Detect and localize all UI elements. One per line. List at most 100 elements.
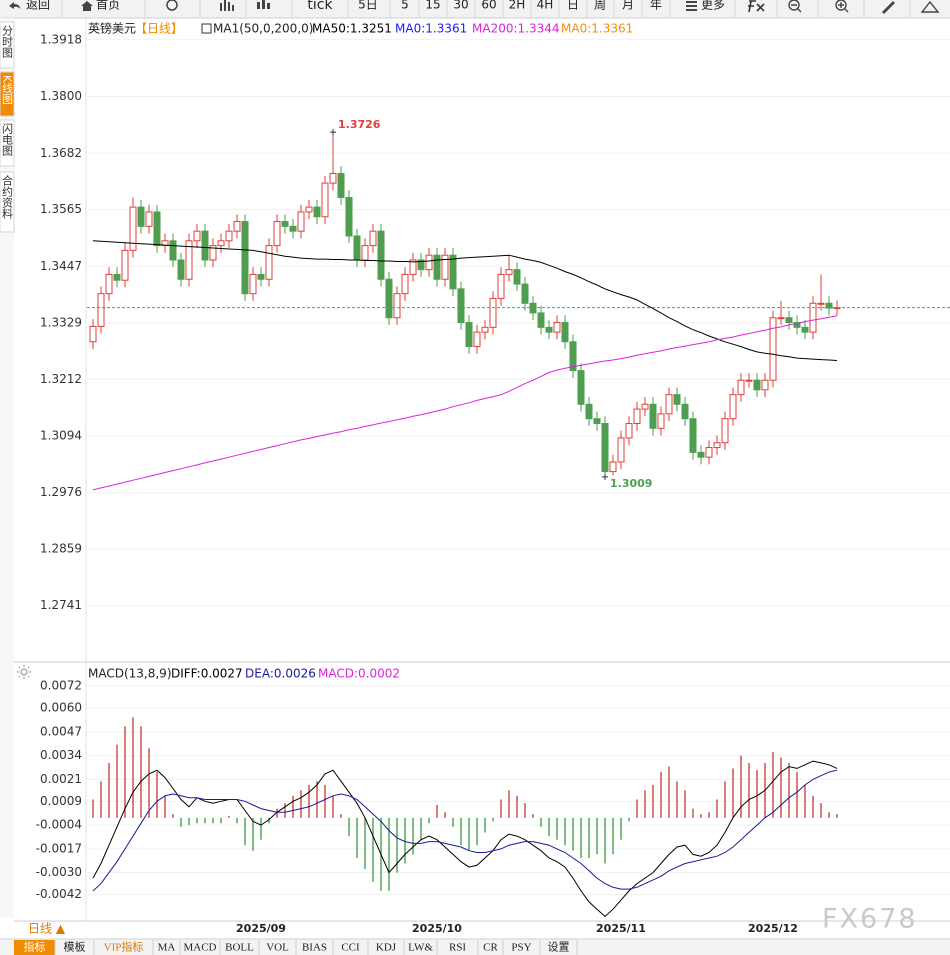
sidebar-tab-bg[interactable] <box>0 171 15 233</box>
candle-body <box>745 379 753 382</box>
candle-body <box>417 259 425 271</box>
candle-body <box>265 245 273 280</box>
bar-icon[interactable] <box>220 0 234 11</box>
toolbar-item[interactable]: 日 <box>567 0 579 12</box>
toolbar-item[interactable]: 周 <box>594 0 606 12</box>
candle-body <box>345 197 353 237</box>
sidebar-tab[interactable]: 合约资料 <box>1 174 14 220</box>
zoom-in-icon[interactable] <box>835 0 849 13</box>
fx-icon[interactable] <box>748 0 765 13</box>
toolbar-item[interactable]: 2H <box>509 0 526 12</box>
tab[interactable]: LW& <box>408 942 433 954</box>
toolbar-item[interactable]: tick <box>307 0 333 13</box>
toolbar-item[interactable]: 15 <box>425 0 440 12</box>
tab[interactable]: 设置 <box>548 941 570 954</box>
candle-body <box>145 211 153 227</box>
period-button[interactable]: 日线 ▲ <box>28 922 66 936</box>
macd-line <box>92 769 838 892</box>
candle-body <box>793 322 801 328</box>
candle-icon[interactable] <box>257 0 270 9</box>
legend-entry: MACD:0.0002 <box>318 667 400 681</box>
back-icon[interactable] <box>9 2 20 9</box>
legend-entry: MA0:1.3361 <box>561 22 633 36</box>
toolbar-more[interactable]: 更多 <box>701 0 725 12</box>
candle-body <box>649 403 657 429</box>
y-tick-label: 1.3447 <box>40 259 82 273</box>
tab[interactable]: CR <box>483 942 498 954</box>
candle-body <box>689 418 697 453</box>
candle-body <box>481 326 489 333</box>
back-button[interactable]: 返回 <box>26 0 50 12</box>
candle-body <box>713 442 721 449</box>
tab[interactable]: RSI <box>449 942 466 954</box>
sidebar-tab[interactable]: K线图 <box>1 75 14 105</box>
candle-body <box>225 230 233 242</box>
toolbar-item[interactable]: 年 <box>650 0 662 12</box>
sidebar-tab[interactable]: 闪电图 <box>1 122 14 157</box>
toolbar-item[interactable]: 5日 <box>358 0 378 12</box>
y-tick-label: -0.0017 <box>36 841 82 855</box>
sidebar-tab-bg[interactable] <box>0 119 15 167</box>
candle-body <box>753 379 761 391</box>
candle-body <box>217 240 225 247</box>
candle-body <box>761 379 769 391</box>
toolbar-item[interactable]: 30 <box>453 0 468 12</box>
legend-entry: MA50:1.3251 <box>312 22 392 36</box>
tab[interactable]: KDJ <box>376 942 397 954</box>
settings-icon[interactable] <box>17 665 31 679</box>
toolbar-item[interactable]: 4H <box>537 0 554 12</box>
home-icon[interactable] <box>81 1 93 11</box>
tab[interactable]: BOLL <box>225 942 254 954</box>
candle-body <box>441 254 449 280</box>
candle-body <box>385 278 393 319</box>
candle-body <box>273 221 281 247</box>
y-tick-label: 0.0072 <box>40 679 82 693</box>
tab[interactable]: MACD <box>183 942 216 954</box>
zoom-out-icon[interactable] <box>788 0 802 13</box>
tab[interactable]: VOL <box>266 942 289 954</box>
sidebar-tab[interactable]: 分时图 <box>1 25 14 59</box>
sidebar-tab-bg[interactable] <box>0 71 15 117</box>
tab[interactable]: PSY <box>511 942 531 954</box>
candle-body <box>705 447 713 458</box>
y-tick-label: 1.3329 <box>40 316 82 330</box>
tab[interactable]: MA <box>158 942 176 954</box>
candle-body <box>409 259 417 275</box>
toolbar-item[interactable]: 5 <box>401 0 409 12</box>
y-tick-label: 1.2741 <box>40 598 82 612</box>
candle-body <box>177 259 185 280</box>
tab-active-bg[interactable] <box>14 940 55 955</box>
candle-body <box>193 230 201 242</box>
home-button[interactable]: 首页 <box>96 0 120 12</box>
sidebar-tab-bg[interactable] <box>0 21 15 69</box>
candle-body <box>121 249 129 281</box>
candle-body <box>241 221 249 295</box>
ma-line <box>92 315 838 491</box>
tab[interactable]: BIAS <box>302 942 327 954</box>
candle-body <box>113 273 121 281</box>
candle-body <box>617 437 625 463</box>
tab[interactable]: VIP指标 <box>104 940 144 954</box>
high-marker <box>330 129 336 136</box>
candle-body <box>465 322 473 348</box>
tab[interactable]: 模板 <box>64 940 86 954</box>
candle-body <box>169 240 177 261</box>
candle-body <box>673 394 681 405</box>
legend-entry: DEA:0.0026 <box>245 667 316 681</box>
toolbar-item[interactable]: 60 <box>481 0 496 12</box>
shape-icon[interactable] <box>920 0 940 13</box>
candle-body <box>657 413 665 429</box>
refresh-icon[interactable] <box>166 0 178 11</box>
y-tick-label: -0.0042 <box>36 887 82 901</box>
indicator-icon <box>201 23 212 34</box>
candle-body <box>105 273 113 295</box>
pen-icon[interactable] <box>882 1 895 14</box>
candle-body <box>329 172 337 184</box>
tab[interactable]: 指标 <box>24 940 46 954</box>
more-icon[interactable] <box>686 1 697 11</box>
toolbar-item[interactable]: 月 <box>622 0 634 12</box>
y-tick-label: 1.3094 <box>40 429 82 443</box>
candle-body <box>425 254 433 271</box>
tab[interactable]: CCI <box>341 942 360 954</box>
candle-body <box>625 423 633 439</box>
